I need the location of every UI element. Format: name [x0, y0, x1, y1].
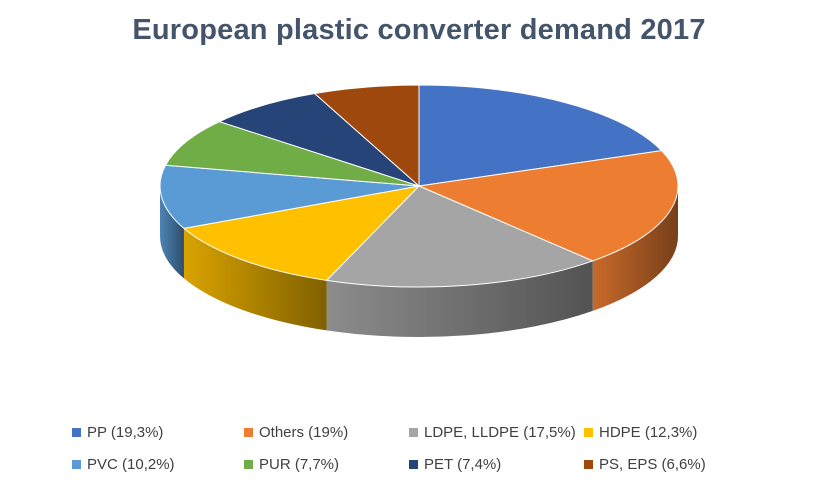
legend-item: PS, EPS (6,6%) — [584, 456, 774, 473]
pie-sides — [160, 186, 678, 337]
legend-label: PS, EPS (6,6%) — [599, 456, 706, 473]
legend: PP (19,3%) Others (19%) LDPE, LLDPE (17,5%… — [72, 424, 792, 473]
legend-label: PVC (10,2%) — [87, 456, 175, 473]
legend-swatch — [244, 460, 253, 469]
pie-side-3 — [183, 228, 327, 331]
pie-top — [159, 84, 679, 288]
legend-item: LDPE, LLDPE (17,5%) — [409, 424, 584, 441]
legend-item: PVC (10,2%) — [72, 456, 244, 473]
pie-slice — [314, 84, 420, 187]
pie-side-1 — [592, 186, 678, 311]
legend-label: LDPE, LLDPE (17,5%) — [424, 424, 576, 441]
legend-label: PP (19,3%) — [87, 424, 164, 441]
pie-slice — [183, 185, 420, 281]
legend-label: HDPE (12,3%) — [599, 424, 698, 441]
pie-slice — [418, 84, 663, 187]
pie-side-4 — [160, 186, 184, 279]
legend-swatch — [409, 460, 418, 469]
legend-item: PUR (7,7%) — [244, 456, 409, 473]
legend-swatch — [409, 428, 418, 437]
legend-swatch — [244, 428, 253, 437]
pie-slice — [326, 185, 594, 288]
legend-swatch — [584, 460, 593, 469]
pie-chart — [159, 84, 679, 337]
pie-slice — [218, 93, 420, 187]
pie-side-2 — [326, 260, 593, 337]
legend-item: Others (19%) — [244, 424, 409, 441]
legend-label: PUR (7,7%) — [259, 456, 340, 473]
pie-slice — [418, 150, 679, 262]
legend-swatch — [72, 428, 81, 437]
chart-title: European plastic converter demand 2017 — [132, 14, 706, 46]
legend-swatch — [584, 428, 593, 437]
legend-item: PP (19,3%) — [72, 424, 244, 441]
legend-item: PET (7,4%) — [409, 456, 584, 473]
legend-label: PET (7,4%) — [424, 456, 502, 473]
pie-slice — [165, 121, 420, 187]
legend-item: HDPE (12,3%) — [584, 424, 774, 441]
legend-swatch — [72, 460, 81, 469]
legend-label: Others (19%) — [259, 424, 349, 441]
